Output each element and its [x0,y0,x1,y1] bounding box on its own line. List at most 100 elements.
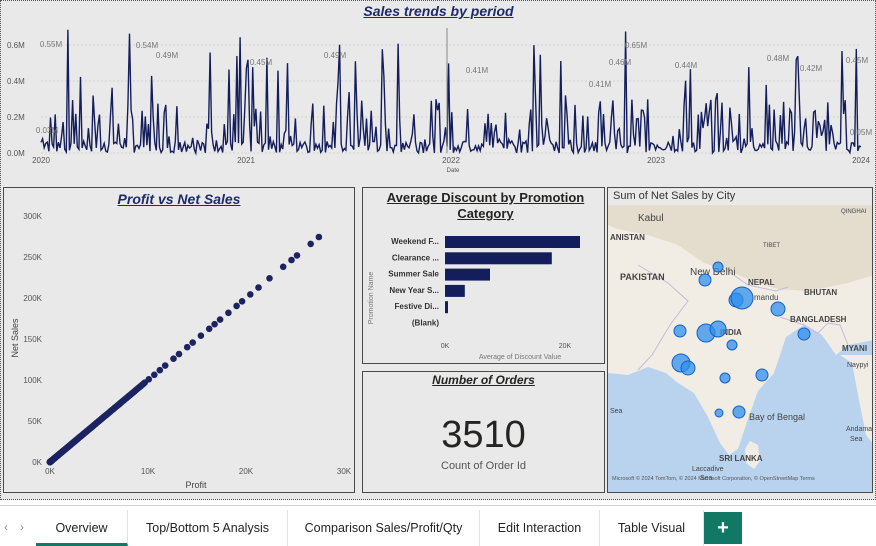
city-sales-bubble [797,327,811,341]
next-page-arrow[interactable]: › [20,520,24,534]
sales-trend-line [40,29,862,156]
peak-data-label: 0.45M [250,58,273,67]
number-of-orders-card[interactable]: Number of Orders 3510 Count of Order Id [362,371,605,493]
scatter-point [170,355,177,362]
map-place-label: BANGLADESH [790,315,847,324]
tab-comparison[interactable]: Comparison Sales/Profit/Qty [288,510,480,546]
y-tick-label: 0.0M [7,149,25,158]
map-place-label: Sea [700,475,713,482]
city-map[interactable]: Kabul ANISTAN PAKISTAN New Delhi NEPAL mandu T… [608,205,873,493]
city-sales-bubble [673,324,687,338]
kpi-title: Number of Orders [432,373,535,387]
scatter-point [151,371,158,379]
x-tick-label: 2024 [852,156,870,165]
tab-top-bottom-5[interactable]: Top/Bottom 5 Analysis [128,510,288,546]
city-sales-bubble [712,261,724,273]
tab-edit-interaction[interactable]: Edit Interaction [480,510,600,546]
peak-data-label: 0.48M [767,54,790,63]
low-data-label: 0.03M [36,126,59,135]
bar-x-tick: 20K [559,343,572,350]
map-place-label: BHUTAN [804,288,837,297]
myanmar-coast [840,355,872,443]
peak-data-label: 0.55M [40,40,63,49]
prev-page-arrow[interactable]: ‹ [4,520,8,534]
scatter-point [211,320,218,328]
bar-chart[interactable]: Weekend F... Clearance ... Summer Sale New … [363,188,605,364]
tab-overview[interactable]: Overview [36,510,128,546]
city-sales-bubble [709,320,727,338]
bar-category-label: Clearance ... [392,253,439,262]
city-sales-bubble [770,301,786,317]
scatter-y-tick: 0K [32,458,42,467]
city-sales-bubble [755,368,769,382]
bar-xlabel: Average of Discount Value [479,354,561,361]
y-tick-label: 0.2M [7,113,25,122]
scatter-point [255,284,262,291]
scatter-point [293,252,301,259]
peak-data-label: 0.41M [589,80,612,89]
scatter-y-tick: 50K [28,417,43,426]
bar [445,268,490,281]
kpi-value: 3510 [441,414,526,456]
peak-data-label: 0.46M [609,58,632,67]
map-place-label: Naypyi [847,362,869,369]
scatter-y-tick: 250K [23,253,42,262]
himalaya-band [608,205,872,291]
scatter-xlabel: Profit [185,480,207,490]
scatter-point [156,366,164,374]
scatter-y-tick: 150K [23,335,42,344]
peak-data-label: 0.44M [675,61,698,70]
scatter-x-tick: 20K [239,467,254,476]
sales-trend-xlabel: Date [447,168,460,174]
add-page-button[interactable]: + [704,512,742,544]
map-attribution[interactable]: Microsoft © 2024 TomTom, © 2024 Microsof… [612,476,815,482]
kpi-label: Count of Order Id [441,460,526,472]
bar-ylabel: Promotion Name [368,272,375,325]
sales-by-city-map-visual[interactable]: Sum of Net Sales by City Kabul ANISTAN PAK… [607,187,873,493]
scatter-x-tick: 30K [337,467,352,476]
page-tabs-bar: ‹ › Overview Top/Bottom 5 Analysis Compa… [0,505,876,546]
map-title: Sum of Net Sales by City [613,190,736,202]
map-place-label: NEPAL [748,278,775,287]
scatter-point [216,316,224,323]
scatter-y-tick: 300K [23,212,42,221]
scatter-point [175,350,183,358]
map-place-label: QINGHAI [841,209,867,215]
scatter-chart[interactable]: 0K 50K 100K 150K 200K 250K 300K 0K 10K 20K 30K Pr… [4,188,355,493]
bar-category-label: Festive Di... [395,302,439,311]
scatter-point [189,339,196,346]
scatter-point [288,256,295,264]
bar-title: Average Discount by Promotion Category [386,190,585,221]
peak-data-label: 0.65M [625,41,648,50]
peak-data-label: 0.41M [466,66,489,75]
map-place-label: ANISTAN [610,233,645,242]
sales-trend-chart[interactable]: 0.0M 0.2M 0.4M 0.6M 2020 2021 2022 2023 2024 0.… [3,3,874,182]
map-place-label: INDIA [720,328,742,337]
map-place-label: Laccadive [692,466,724,473]
map-place-label: mandu [754,293,778,302]
bar [445,301,448,314]
scatter-point [225,309,232,317]
scatter-point [238,298,246,305]
map-place-label: SRI LANKA [719,454,763,463]
scatter-point [279,263,287,271]
bar [445,284,465,297]
map-place-label: Bay of Bengal [749,412,805,422]
profit-vs-sales-visual[interactable]: Profit vs Net Sales 0K 50K 100K 150K 200K 250… [3,187,355,493]
map-place-label: PAKISTAN [620,272,665,282]
low-data-label: 0.05M [850,128,873,137]
city-sales-bubble [680,360,696,376]
scatter-x-tick: 0K [45,467,55,476]
peak-data-label: 0.45M [846,56,869,65]
tab-table-visual[interactable]: Table Visual [600,510,704,546]
map-place-label: MYANI [842,344,867,353]
bar-category-label: New Year S... [389,286,439,295]
discount-by-promotion-visual[interactable]: Average Discount by Promotion Category W… [362,187,605,364]
city-sales-bubble [730,286,754,310]
city-sales-bubble [719,372,731,384]
map-place-label: TIBET [763,243,780,249]
scatter-point [197,332,205,339]
peak-data-label: 0.54M [136,41,159,50]
sales-trend-visual[interactable]: Sales trends by period 0.0M 0.2M 0.4M 0.6M … [3,3,874,182]
map-place-label: Andama [846,426,872,433]
